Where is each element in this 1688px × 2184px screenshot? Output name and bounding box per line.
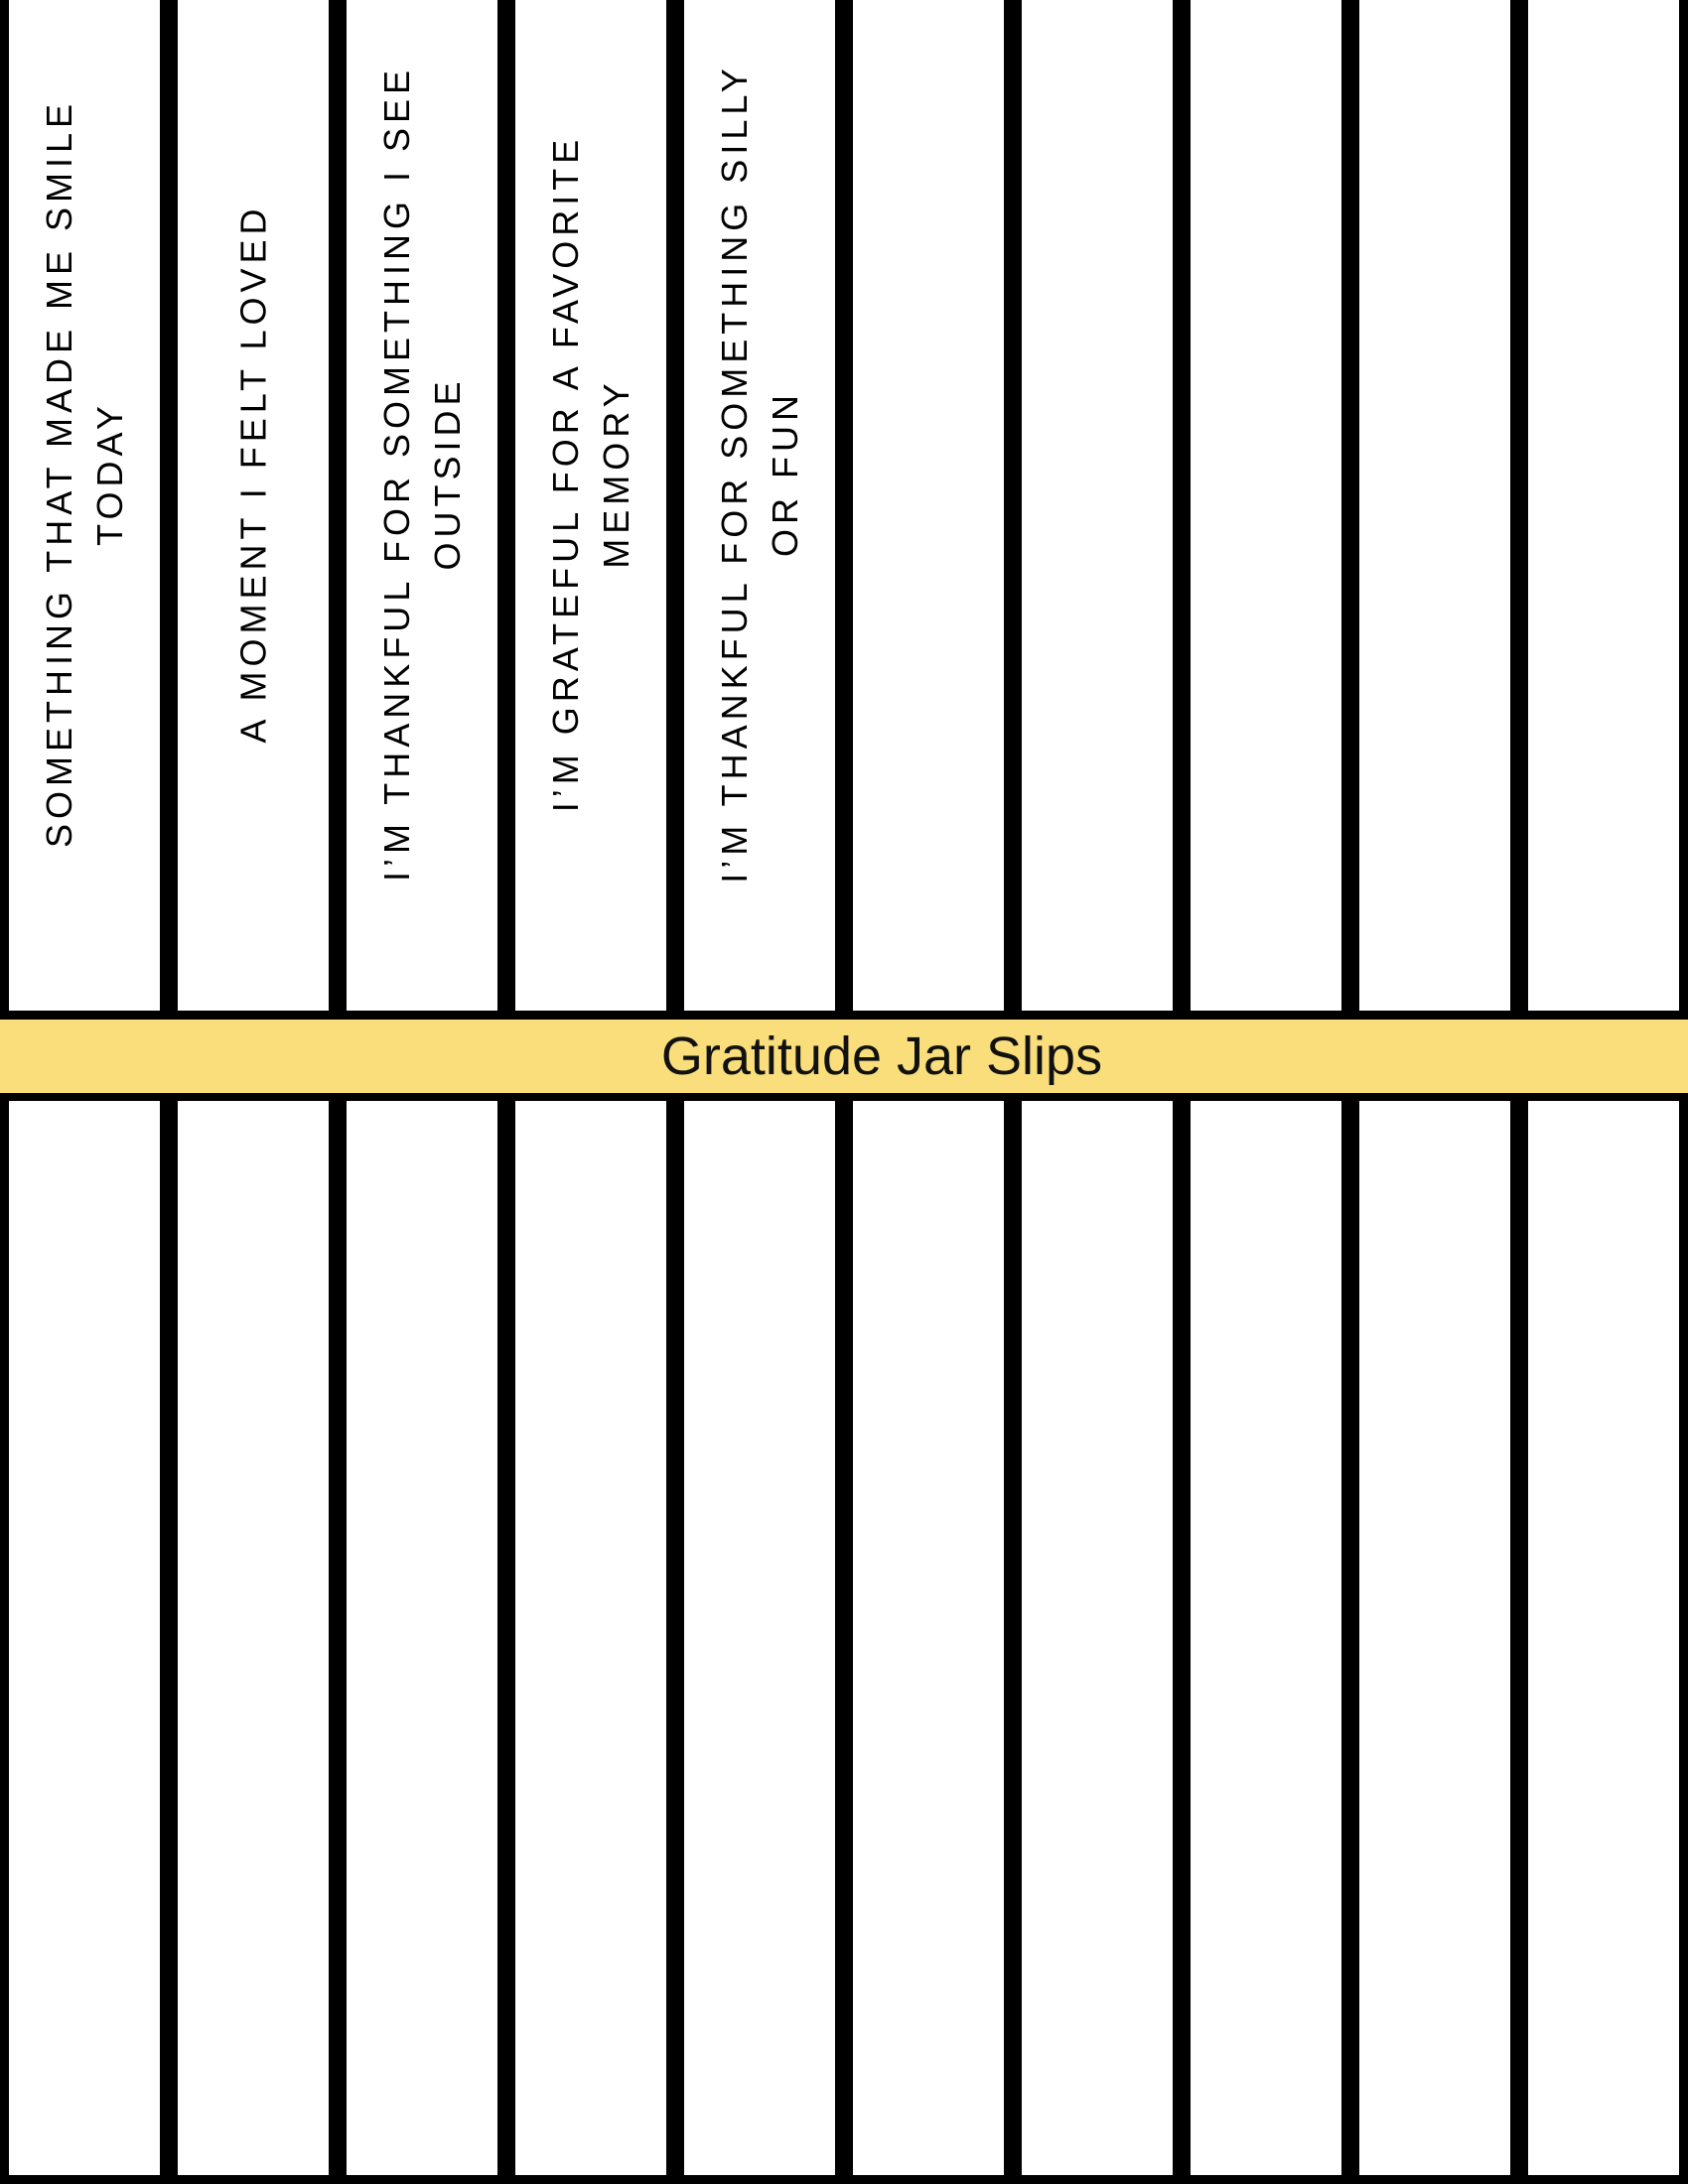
slip-prompt-line: OR FUN: [765, 390, 805, 557]
slip-prompt-line: I’M THANKFUL FOR SOMETHING SILLY: [714, 64, 755, 884]
slip-top: [347, 0, 497, 1011]
slip-bottom-blank: [515, 1101, 666, 2175]
slip-bottom-blank: [178, 1101, 329, 2175]
slip-prompt-line: MEMORY: [596, 378, 636, 569]
slip-top: [1359, 0, 1510, 1011]
slip-bottom-blank: [1359, 1101, 1510, 2175]
slip-prompt-line: I’M THANKFUL FOR SOMETHING I SEE: [376, 65, 417, 883]
slip-bottom-blank: [1528, 1101, 1679, 2175]
slip-top: [1022, 0, 1173, 1011]
slip-bottom-blank: [1022, 1101, 1173, 2175]
slip-top: [515, 0, 666, 1011]
slip-top: [853, 0, 1004, 1011]
slip-bottom-blank: [853, 1101, 1004, 2175]
slip-prompt-line: I’M GRATEFUL FOR A FAVORITE: [545, 134, 586, 813]
slip-prompt-line: OUTSIDE: [427, 376, 468, 571]
slip-prompt: I’M THANKFUL FOR SOMETHING I SEE OUTSIDE: [371, 27, 473, 920]
slip-top: [684, 0, 835, 1011]
slip-prompt: SOMETHING THAT MADE ME SMILE TODAY: [34, 27, 135, 920]
slip-top: [1528, 0, 1679, 1011]
slip-bottom-blank: [1191, 1101, 1341, 2175]
slip-prompt: A MOMENT I FELT LOVED: [228, 27, 279, 920]
slip-top: [178, 0, 329, 1011]
slip-bottom-blank: [347, 1101, 497, 2175]
page-title: Gratitude Jar Slips: [660, 1026, 1103, 1086]
title-banner: Gratitude Jar Slips: [0, 1020, 1688, 1093]
slip-prompt: I’M GRATEFUL FOR A FAVORITE MEMORY: [540, 27, 641, 920]
slip-bottom-blank: [9, 1101, 160, 2175]
slip-prompt-line: SOMETHING THAT MADE ME SMILE: [39, 98, 79, 849]
slip-prompt-line: TODAY: [89, 401, 130, 546]
slip-bottom-blank: [684, 1101, 835, 2175]
slip-top: [1191, 0, 1341, 1011]
slip-top: [9, 0, 160, 1011]
slip-prompt-line: A MOMENT I FELT LOVED: [232, 204, 274, 744]
slip-prompt: I’M THANKFUL FOR SOMETHING SILLY OR FUN: [709, 27, 810, 920]
